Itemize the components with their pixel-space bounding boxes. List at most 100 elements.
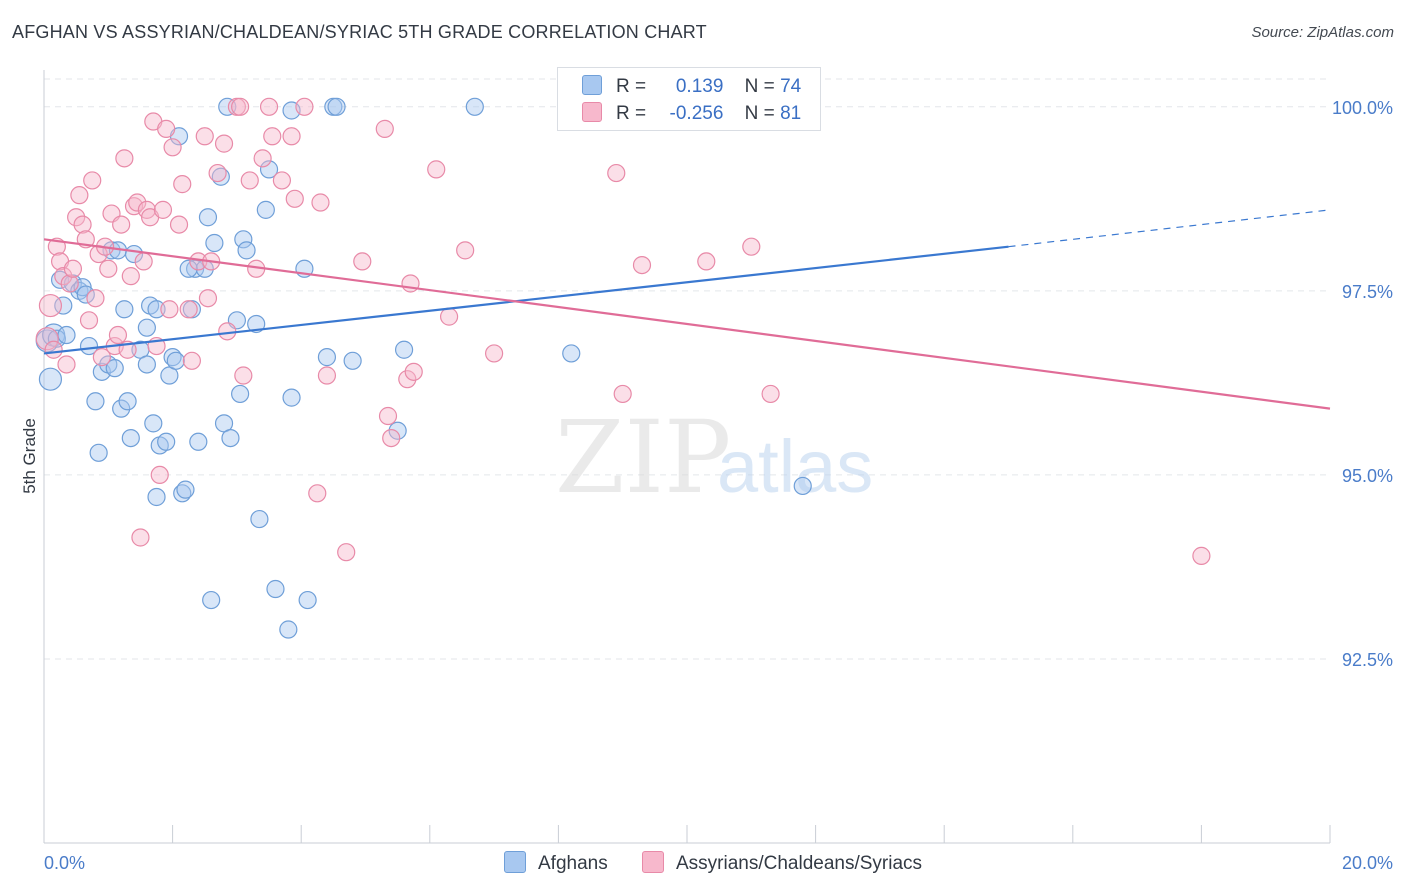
point-afghans bbox=[317, 348, 337, 367]
point-assyrians bbox=[153, 200, 173, 219]
point-afghans bbox=[247, 314, 266, 334]
point-assyrians bbox=[208, 163, 227, 183]
source-label: Source: ZipAtlas.com bbox=[1251, 24, 1394, 41]
point-assyrians bbox=[398, 370, 417, 389]
y-tick-label: 100.0% bbox=[1332, 98, 1393, 118]
point-afghans bbox=[157, 432, 176, 451]
legend-row-afghans: R = 0.139 N = 74 bbox=[582, 75, 801, 99]
point-assyrians bbox=[742, 237, 761, 256]
point-afghans bbox=[166, 351, 185, 370]
point-assyrians bbox=[63, 259, 83, 278]
x-tick-label: 0.0% bbox=[44, 853, 85, 873]
point-afghans bbox=[137, 318, 156, 337]
point-assyrians bbox=[613, 384, 632, 404]
point-afghans bbox=[54, 296, 73, 315]
point-afghans bbox=[327, 97, 346, 116]
point-assyrians bbox=[607, 163, 626, 183]
point-assyrians bbox=[697, 252, 716, 271]
point-assyrians bbox=[108, 325, 128, 345]
point-afghans bbox=[221, 428, 240, 448]
point-assyrians bbox=[99, 259, 118, 278]
point-afghans bbox=[237, 241, 256, 260]
point-assyrians bbox=[157, 119, 176, 138]
point-assyrians bbox=[285, 189, 304, 208]
point-assyrians bbox=[1192, 546, 1211, 565]
point-assyrians bbox=[317, 366, 337, 385]
bottom-legend-swatch-assyrians bbox=[642, 851, 664, 873]
point-assyrians bbox=[263, 127, 282, 146]
point-assyrians bbox=[214, 134, 234, 153]
point-assyrians bbox=[134, 252, 153, 271]
point-afghans bbox=[793, 476, 812, 496]
point-afghans bbox=[144, 414, 163, 433]
point-assyrians bbox=[160, 300, 179, 319]
legend-n-label: N = bbox=[744, 76, 775, 97]
point-assyrians bbox=[182, 351, 201, 370]
point-afghans bbox=[279, 620, 298, 639]
point-assyrians bbox=[169, 215, 189, 234]
point-afghans bbox=[202, 590, 221, 610]
point-afghans bbox=[176, 480, 195, 499]
point-afghans bbox=[234, 230, 253, 249]
point-afghans bbox=[250, 509, 269, 529]
legend-r-label: R = bbox=[616, 103, 647, 124]
point-afghans bbox=[86, 392, 105, 411]
tick-labels: 100.0% 97.5% 95.0% 92.5% 0.0% 20.0% bbox=[44, 98, 1393, 873]
legend-n-label: N = bbox=[744, 103, 775, 124]
point-assyrians bbox=[44, 340, 63, 359]
data-points bbox=[35, 97, 1211, 639]
point-afghans bbox=[47, 329, 66, 348]
point-assyrians bbox=[83, 171, 102, 190]
watermark: ZIP atlas bbox=[555, 399, 873, 516]
point-assyrians bbox=[378, 406, 398, 426]
point-assyrians bbox=[404, 362, 423, 381]
point-afghans bbox=[266, 579, 285, 599]
bottom-legend-label-afghans: Afghans bbox=[538, 853, 608, 874]
point-afghans bbox=[137, 355, 156, 374]
point-assyrians bbox=[70, 186, 89, 205]
point-afghans bbox=[112, 399, 131, 418]
point-afghans bbox=[388, 421, 407, 440]
point-afghans bbox=[198, 208, 218, 227]
point-assyrians bbox=[54, 267, 73, 286]
point-assyrians bbox=[375, 119, 394, 138]
y-tick-label: 92.5% bbox=[1342, 650, 1393, 670]
point-afghans bbox=[231, 384, 250, 404]
point-afghans bbox=[394, 340, 414, 359]
point-afghans bbox=[57, 325, 76, 345]
point-afghans bbox=[282, 388, 301, 407]
point-assyrians bbox=[234, 366, 253, 385]
point-assyrians bbox=[60, 274, 79, 293]
axes bbox=[43, 70, 1331, 844]
point-afghans bbox=[118, 392, 137, 411]
y-axis-label: 5th Grade bbox=[20, 418, 39, 494]
point-assyrians bbox=[163, 138, 182, 157]
point-assyrians bbox=[311, 193, 330, 212]
x-tick-label: 20.0% bbox=[1342, 853, 1393, 873]
legend-swatch-afghans bbox=[582, 75, 602, 95]
point-afghans bbox=[179, 259, 198, 278]
point-afghans bbox=[105, 359, 124, 378]
legend-n-value: 74 bbox=[780, 76, 802, 97]
point-assyrians bbox=[131, 528, 150, 547]
point-assyrians bbox=[57, 355, 76, 374]
point-afghans bbox=[256, 200, 275, 219]
y-tick-label: 97.5% bbox=[1342, 282, 1393, 302]
gridlines bbox=[44, 78, 1330, 660]
point-afghans bbox=[147, 300, 166, 319]
point-assyrians bbox=[173, 175, 192, 194]
legend-row-assyrians: R = -0.256 N = 81 bbox=[582, 102, 801, 126]
legend-swatch-assyrians bbox=[582, 102, 602, 122]
point-assyrians bbox=[38, 293, 63, 318]
point-assyrians bbox=[121, 267, 140, 286]
point-assyrians bbox=[195, 127, 214, 146]
point-assyrians bbox=[240, 171, 259, 190]
point-assyrians bbox=[218, 322, 237, 341]
bottom-legend-assyrians: Assyrians/Chaldeans/Syriacs bbox=[642, 851, 922, 875]
point-assyrians bbox=[272, 171, 292, 190]
legend-n-value: 81 bbox=[780, 103, 802, 124]
watermark-zip: ZIP bbox=[555, 399, 731, 516]
legend-r-value: -0.256 bbox=[669, 103, 724, 124]
legend-r-value: 0.139 bbox=[675, 76, 724, 97]
